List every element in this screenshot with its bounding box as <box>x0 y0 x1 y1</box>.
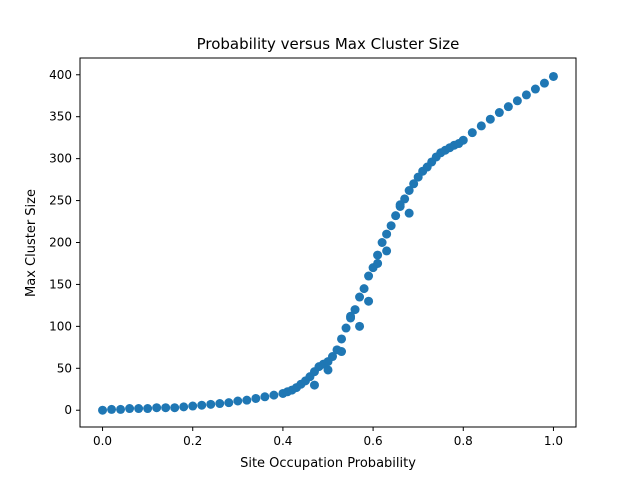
x-tick-label: 0.2 <box>183 434 202 448</box>
y-axis-ticks: 0 50 100 150 200 250 300 350 400 <box>49 68 80 417</box>
data-point <box>404 208 414 218</box>
data-points <box>98 71 558 415</box>
data-point <box>503 102 513 112</box>
data-point <box>107 404 117 414</box>
data-point <box>346 311 356 321</box>
data-point <box>341 323 351 333</box>
data-point <box>309 380 319 390</box>
data-point <box>395 200 405 210</box>
data-point <box>530 84 540 94</box>
data-point <box>224 398 234 408</box>
data-point <box>197 400 207 410</box>
data-point <box>260 392 270 402</box>
data-point <box>143 404 153 414</box>
x-tick-label: 1.0 <box>544 434 563 448</box>
data-point <box>337 334 347 344</box>
data-point <box>382 246 392 256</box>
data-point <box>206 399 216 409</box>
data-point <box>409 179 419 189</box>
x-tick-label: 0.8 <box>454 434 473 448</box>
y-tick-label: 350 <box>49 110 72 124</box>
x-axis-label: Site Occupation Probability <box>240 456 416 471</box>
data-point <box>337 347 347 357</box>
x-tick-label: 0.4 <box>273 434 292 448</box>
data-point <box>170 403 180 413</box>
data-point <box>377 238 387 247</box>
data-point <box>359 284 369 294</box>
x-axis-ticks: 0.0 0.2 0.4 0.6 0.8 1.0 <box>93 427 563 448</box>
data-point <box>373 258 383 268</box>
y-tick-label: 400 <box>49 68 72 82</box>
data-point <box>494 108 504 118</box>
data-point <box>152 403 162 413</box>
y-tick-label: 100 <box>49 319 72 333</box>
x-tick-label: 0.0 <box>93 434 112 448</box>
y-tick-label: 200 <box>49 236 72 250</box>
y-axis-label: Max Cluster Size <box>24 189 39 297</box>
data-point <box>251 393 261 403</box>
data-point <box>179 402 189 412</box>
data-point <box>386 221 396 231</box>
data-point <box>323 365 333 375</box>
data-point <box>242 395 252 405</box>
y-tick-label: 0 <box>64 403 72 417</box>
data-point <box>355 292 365 302</box>
y-tick-label: 50 <box>57 361 72 375</box>
data-point <box>269 390 279 400</box>
data-point <box>134 404 144 414</box>
data-point <box>188 401 198 411</box>
data-point <box>485 114 495 124</box>
data-point <box>476 121 486 131</box>
data-point <box>116 404 126 414</box>
data-point <box>467 128 477 138</box>
data-point <box>521 90 531 100</box>
data-point <box>161 403 171 413</box>
data-point <box>355 321 365 331</box>
data-point <box>125 404 135 414</box>
data-point <box>350 305 360 315</box>
data-point <box>364 271 374 281</box>
data-point <box>373 250 383 260</box>
y-tick-label: 250 <box>49 194 72 208</box>
y-tick-label: 300 <box>49 152 72 166</box>
data-point <box>98 405 108 415</box>
chart-title: Probability versus Max Cluster Size <box>197 35 460 53</box>
data-point <box>382 229 392 239</box>
data-point <box>404 186 414 195</box>
data-point <box>548 71 558 81</box>
data-point <box>233 396 243 406</box>
data-point <box>391 211 401 221</box>
data-point <box>458 135 468 145</box>
data-point <box>215 399 225 409</box>
x-tick-label: 0.6 <box>364 434 383 448</box>
data-point <box>364 296 374 306</box>
data-point <box>512 96 522 106</box>
data-point <box>328 352 338 362</box>
y-tick-label: 150 <box>49 277 72 291</box>
data-point <box>539 78 549 88</box>
